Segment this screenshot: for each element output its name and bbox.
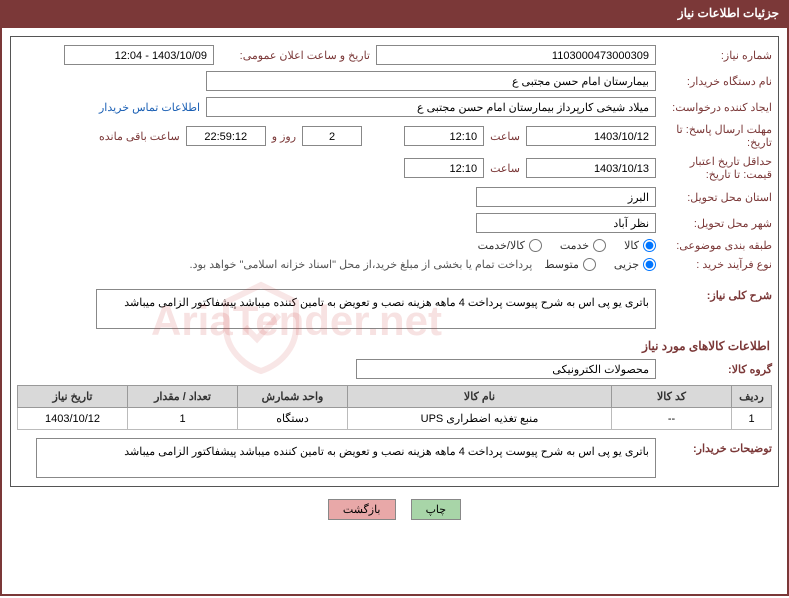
radio-medium[interactable]: متوسط [544,258,596,271]
row-response-deadline: مهلت ارسال پاسخ: تا تاریخ: 1403/10/12 سا… [17,123,772,149]
row-category: طبقه بندی موضوعی: کالا خدمت کالا/خدمت [17,239,772,252]
radio-medium-label: متوسط [544,258,579,271]
field-remaining-time: 22:59:12 [186,126,266,146]
outer-frame: AriaTender.net شماره نیاز: 1103000473000… [0,26,789,596]
field-province: البرز [476,187,656,207]
radio-goods[interactable]: کالا [624,239,656,252]
form-box: AriaTender.net شماره نیاز: 1103000473000… [10,36,779,487]
field-group: محصولات الکترونیکی [356,359,656,379]
field-validity-date: 1403/10/13 [526,158,656,178]
field-announce: 1403/10/09 - 12:04 [64,45,214,65]
cell-date: 1403/10/12 [18,408,128,430]
cell-code: -- [612,408,732,430]
row-creator: ایجاد کننده درخواست: میلاد شیخی کارپرداز… [17,97,772,117]
cell-row: 1 [732,408,772,430]
field-response-date: 1403/10/12 [526,126,656,146]
section-items-title: اطلاعات کالاهای مورد نیاز [19,339,770,353]
radio-partial-label: جزیی [614,258,639,271]
radio-partial[interactable]: جزیی [614,258,656,271]
label-buyer-org: نام دستگاه خریدار: [662,75,772,88]
cell-qty: 1 [128,408,238,430]
field-req-number: 1103000473000309 [376,45,656,65]
row-desc: شرح کلی نیاز: باتری یو پی اس به شرح پیوس… [17,289,772,329]
th-date: تاریخ نیاز [18,386,128,408]
row-province: استان محل تحویل: البرز [17,187,772,207]
th-qty: تعداد / مقدار [128,386,238,408]
radio-gs-label: کالا/خدمت [478,239,525,252]
label-category: طبقه بندی موضوعی: [662,239,772,252]
label-hour-2: ساعت [490,162,520,175]
cell-name: منبع تغذیه اضطراری UPS [348,408,612,430]
label-province: استان محل تحویل: [662,191,772,204]
link-buyer-contact[interactable]: اطلاعات تماس خریدار [99,101,200,114]
field-response-time: 12:10 [404,126,484,146]
th-unit: واحد شمارش [238,386,348,408]
label-validity: حداقل تاریخ اعتبار قیمت: تا تاریخ: [662,155,772,181]
label-days-and: روز و [272,130,296,143]
label-creator: ایجاد کننده درخواست: [662,101,772,114]
process-radios: جزیی متوسط [544,258,656,271]
field-city: نظر آباد [476,213,656,233]
radio-goods-service[interactable]: کالا/خدمت [478,239,542,252]
label-hour-1: ساعت [490,130,520,143]
label-buyer-notes: توضیحات خریدار: [662,438,772,455]
print-button[interactable]: چاپ [411,499,462,520]
label-announce: تاریخ و ساعت اعلان عمومی: [220,49,370,62]
payment-note: پرداخت تمام یا بخشی از مبلغ خرید،از محل … [190,258,539,271]
row-req-number: شماره نیاز: 1103000473000309 تاریخ و ساع… [17,45,772,65]
label-req-number: شماره نیاز: [662,49,772,62]
label-city: شهر محل تحویل: [662,217,772,230]
panel-header: جزئیات اطلاعات نیاز [0,0,789,26]
field-buyer-org: بیمارستان امام حسن مجتبی ع [206,71,656,91]
label-process: نوع فرآیند خرید : [662,258,772,271]
th-name: نام کالا [348,386,612,408]
th-row: ردیف [732,386,772,408]
label-desc: شرح کلی نیاز: [662,289,772,302]
cell-unit: دستگاه [238,408,348,430]
row-group: گروه کالا: محصولات الکترونیکی [17,359,772,379]
field-buyer-notes: باتری یو پی اس به شرح پیوست پرداخت 4 ماه… [36,438,656,478]
table-row: 1 -- منبع تغذیه اضطراری UPS دستگاه 1 140… [18,408,772,430]
radio-service-label: خدمت [560,239,589,252]
items-table: ردیف کد کالا نام کالا واحد شمارش تعداد /… [17,385,772,430]
field-desc: باتری یو پی اس به شرح پیوست پرداخت 4 ماه… [96,289,656,329]
row-city: شهر محل تحویل: نظر آباد [17,213,772,233]
radio-service[interactable]: خدمت [560,239,606,252]
label-hours-remain: ساعت باقی مانده [99,130,180,143]
back-button[interactable]: بازگشت [328,499,396,520]
row-buyer-notes: توضیحات خریدار: باتری یو پی اس به شرح پی… [17,438,772,478]
category-radios: کالا خدمت کالا/خدمت [478,239,656,252]
row-buyer-org: نام دستگاه خریدار: بیمارستان امام حسن مج… [17,71,772,91]
field-validity-time: 12:10 [404,158,484,178]
row-validity: حداقل تاریخ اعتبار قیمت: تا تاریخ: 1403/… [17,155,772,181]
row-process: نوع فرآیند خرید : جزیی متوسط پرداخت تمام… [17,258,772,271]
field-creator: میلاد شیخی کارپرداز بیمارستان امام حسن م… [206,97,656,117]
buttons-row: چاپ بازگشت [10,499,779,520]
radio-goods-label: کالا [624,239,639,252]
label-group: گروه کالا: [662,363,772,376]
field-remaining-days: 2 [302,126,362,146]
label-response: مهلت ارسال پاسخ: تا تاریخ: [662,123,772,149]
table-header-row: ردیف کد کالا نام کالا واحد شمارش تعداد /… [18,386,772,408]
th-code: کد کالا [612,386,732,408]
